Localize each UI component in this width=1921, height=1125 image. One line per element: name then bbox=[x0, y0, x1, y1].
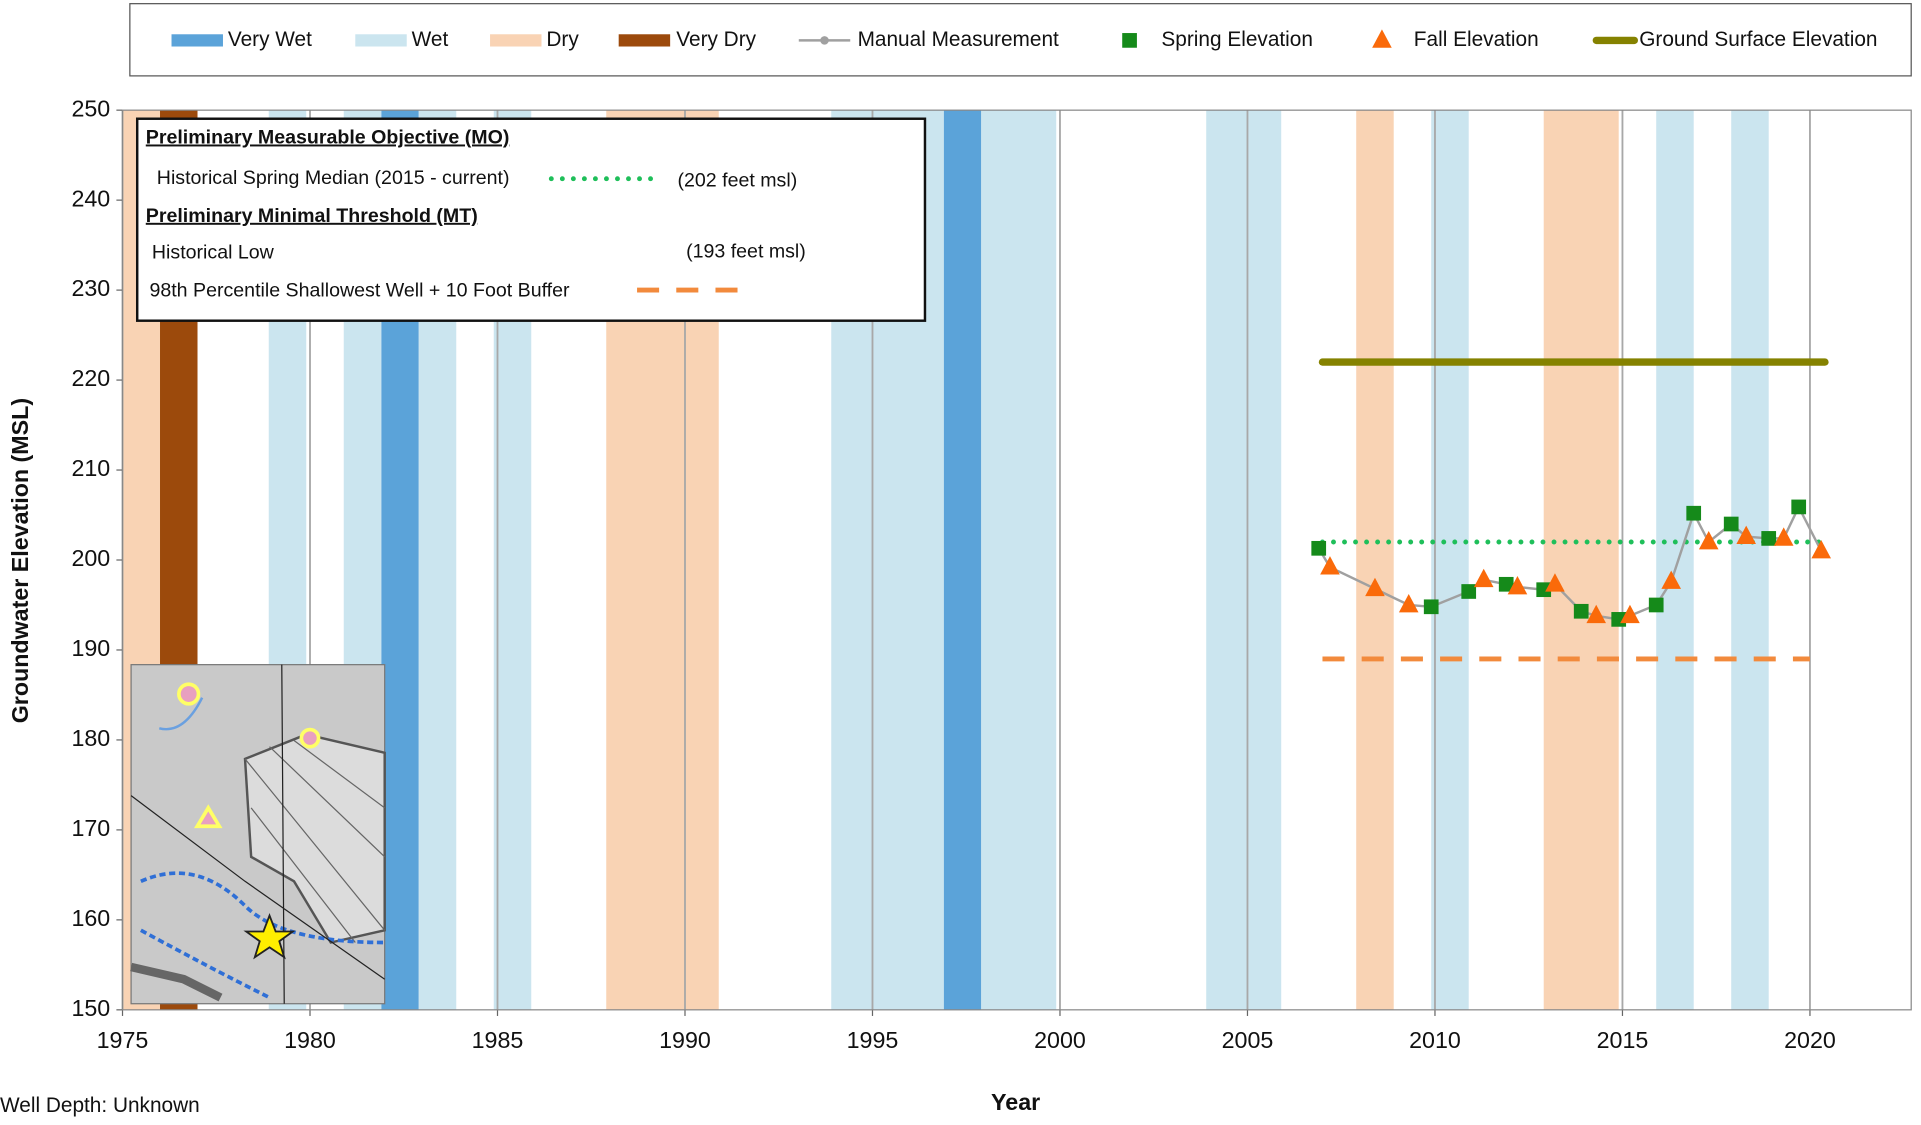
reference-swatches bbox=[546, 171, 748, 293]
triangle-point bbox=[1473, 568, 1494, 588]
y-tick-label: 190 bbox=[71, 635, 110, 661]
triangle-point bbox=[1736, 525, 1757, 544]
y-tick-label: 210 bbox=[71, 455, 110, 481]
square-point bbox=[1461, 584, 1477, 599]
band bbox=[1656, 110, 1694, 1010]
legend-label: Ground Surface Elevation bbox=[1639, 28, 1877, 51]
y-tick-label: 220 bbox=[71, 365, 110, 391]
mo-label: Historical Spring Median (2015 - current… bbox=[157, 167, 510, 189]
legend-label: Very Dry bbox=[676, 28, 756, 51]
legend-swatch bbox=[618, 34, 671, 47]
triangle-point bbox=[1620, 604, 1640, 624]
y-tick-label: 150 bbox=[71, 995, 110, 1021]
triangle-point bbox=[1698, 530, 1719, 550]
mo-note: (202 feet msl) bbox=[677, 169, 797, 191]
triangle-point bbox=[1545, 573, 1565, 592]
x-tick-label: 2020 bbox=[1784, 1027, 1836, 1053]
x-tick-label: 1980 bbox=[284, 1027, 336, 1053]
square-point bbox=[1686, 505, 1702, 521]
triangle-point bbox=[1398, 593, 1419, 613]
triangle-point bbox=[1507, 575, 1528, 595]
legend-label: Very Wet bbox=[228, 28, 312, 51]
y-tick-label: 170 bbox=[71, 815, 110, 841]
legend-label: Dry bbox=[546, 28, 579, 51]
triangle-point bbox=[1320, 556, 1340, 575]
legend-swatch bbox=[1122, 33, 1137, 48]
triangle-point bbox=[1811, 539, 1832, 559]
square-point bbox=[1791, 499, 1807, 515]
x-axis-title: Year bbox=[991, 1089, 1040, 1115]
square-point bbox=[1573, 603, 1589, 619]
plot-frame bbox=[121, 109, 1912, 1011]
x-tick-label: 1975 bbox=[97, 1027, 149, 1053]
band bbox=[1431, 110, 1469, 1010]
legend-swatch bbox=[355, 34, 407, 47]
grid: 1975 1980 1985 1990 1995 2000 2005 2010 2015 2020… bbox=[71, 95, 1835, 1052]
legend: Very Wet Wet Dry Very Dry Manual Measurement… bbox=[171, 28, 1877, 51]
map-inset bbox=[130, 664, 386, 1005]
legend-swatch bbox=[171, 34, 223, 47]
footnote: Well Depth: Unknown bbox=[0, 1094, 200, 1117]
y-tick-label: 250 bbox=[71, 95, 110, 121]
legend-swatch bbox=[820, 36, 829, 45]
square-point bbox=[1536, 582, 1552, 598]
y-axis-title: Groundwater Elevation (MSL) bbox=[7, 398, 33, 723]
legend-label: Manual Measurement bbox=[858, 28, 1059, 51]
square-point bbox=[1423, 599, 1439, 615]
x-tick-label: 2000 bbox=[1034, 1027, 1086, 1053]
y-tick-label: 160 bbox=[71, 905, 110, 931]
y-tick-label: 180 bbox=[71, 725, 110, 751]
y-tick-label: 200 bbox=[71, 545, 110, 571]
band bbox=[981, 110, 1057, 1010]
x-tick-label: 2010 bbox=[1409, 1027, 1461, 1053]
mt-note: (193 feet msl) bbox=[686, 240, 806, 262]
mo-heading: Preliminary Measurable Objective (MO) bbox=[146, 126, 510, 148]
triangle-point bbox=[1365, 577, 1385, 597]
square-point bbox=[1311, 540, 1327, 556]
mt-heading: Preliminary Minimal Threshold (MT) bbox=[146, 205, 478, 227]
x-tick-label: 1995 bbox=[847, 1027, 899, 1053]
triangle-point bbox=[1586, 604, 1607, 624]
triangle-point bbox=[1773, 527, 1794, 546]
marks bbox=[1311, 358, 1832, 662]
band bbox=[1356, 110, 1394, 1010]
reference-legend-box bbox=[135, 117, 927, 322]
x-tick-label: 2005 bbox=[1222, 1027, 1274, 1053]
legend-label: Wet bbox=[412, 28, 449, 51]
legend-swatch bbox=[1372, 29, 1392, 48]
square-point bbox=[1761, 531, 1777, 546]
band bbox=[1543, 110, 1619, 1010]
band bbox=[943, 110, 982, 1010]
mt-label: Historical Low bbox=[152, 242, 275, 264]
triangle-point bbox=[1661, 570, 1682, 589]
square-point bbox=[1723, 516, 1739, 532]
buffer-label: 98th Percentile Shallowest Well + 10 Foo… bbox=[149, 279, 570, 301]
x-tick-label: 2015 bbox=[1597, 1027, 1649, 1053]
band bbox=[1731, 110, 1769, 1010]
y-tick-label: 240 bbox=[71, 185, 110, 211]
band bbox=[1206, 110, 1282, 1010]
legend-swatch bbox=[490, 34, 542, 47]
square-point bbox=[1498, 576, 1514, 592]
x-tick-label: 1990 bbox=[659, 1027, 711, 1053]
legend-label: Fall Elevation bbox=[1414, 28, 1539, 51]
y-tick-label: 230 bbox=[71, 275, 110, 301]
legend-label: Spring Elevation bbox=[1161, 28, 1313, 51]
x-tick-label: 1985 bbox=[472, 1027, 524, 1053]
square-point bbox=[1648, 597, 1664, 613]
